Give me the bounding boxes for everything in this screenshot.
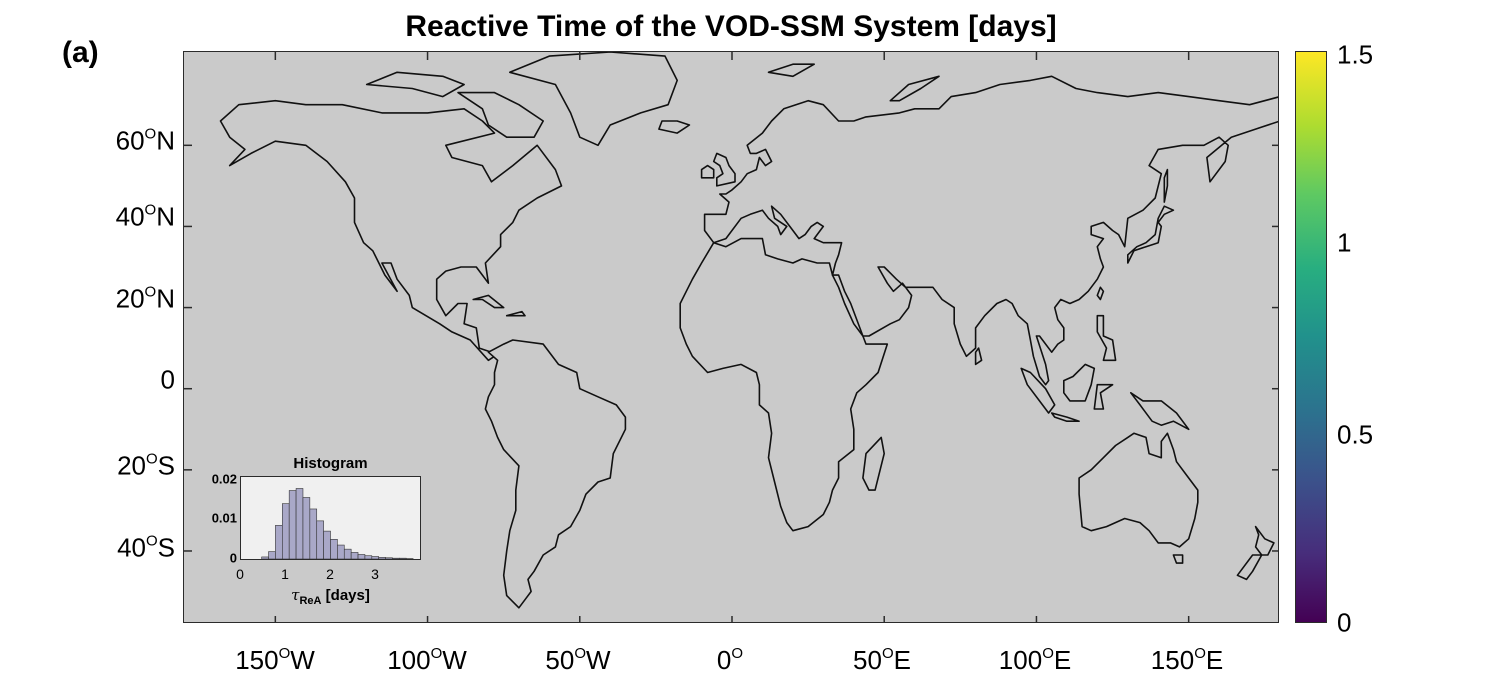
coastline-greenland xyxy=(509,52,678,147)
lat-label-20s: 20OS xyxy=(117,450,175,481)
histogram-bar xyxy=(385,557,393,560)
lat-label-40n: 40ON xyxy=(115,201,175,232)
histogram-bar xyxy=(350,552,359,560)
histogram-bar xyxy=(364,555,373,560)
colorbar-tick-1: 1 xyxy=(1337,227,1352,258)
lon-label-100e: 100OE xyxy=(998,645,1072,675)
coastline-africa xyxy=(679,237,889,532)
histogram-bar xyxy=(295,488,304,560)
inset-ytick-0-02: 0.02 xyxy=(211,471,237,487)
lon-label-50w: 50OW xyxy=(545,645,611,675)
coastline-philippines xyxy=(1096,314,1117,362)
panel-label: (a) xyxy=(62,36,99,69)
colorbar-tick-0-5: 0.5 xyxy=(1337,419,1374,450)
histogram-bar xyxy=(337,544,345,560)
lat-label-40s: 40OS xyxy=(117,532,175,563)
figure-title: Reactive Time of the VOD-SSM System [day… xyxy=(405,10,1057,43)
lon-label-150e: 150OE xyxy=(1150,645,1224,675)
coastline-java xyxy=(1050,412,1080,422)
coastline-eurasia xyxy=(703,75,1278,386)
inset-xtick-1: 1 xyxy=(281,566,289,582)
coastline-new-zealand xyxy=(1254,525,1275,556)
histogram-bar xyxy=(371,556,379,560)
histogram-bar xyxy=(392,557,400,560)
lat-label-60n: 60ON xyxy=(115,125,175,156)
coastline-new-zealand-south xyxy=(1236,554,1263,581)
coastline-japan xyxy=(1127,205,1175,264)
coastline-north-america xyxy=(219,99,563,362)
inset-xtick-2: 2 xyxy=(326,566,334,582)
coastline-borneo xyxy=(1063,363,1096,402)
coastline-hispaniola xyxy=(505,310,526,317)
coastline-south-america xyxy=(484,339,627,609)
histogram-bar xyxy=(343,548,352,560)
histogram-bar xyxy=(261,556,269,560)
landmasses xyxy=(219,52,1278,609)
coastline-tasmania xyxy=(1172,554,1184,564)
histogram-plot xyxy=(261,488,414,560)
inset-ytick-0: 0 xyxy=(229,550,237,566)
coastline-canadian-islands xyxy=(365,71,465,98)
coastline-novaya-zemlya xyxy=(889,75,940,102)
coastline-sakhalin xyxy=(1163,168,1169,203)
histogram-bar xyxy=(275,525,283,560)
histogram-bar xyxy=(323,530,331,560)
axis-ticks xyxy=(184,52,1278,622)
histogram-bar xyxy=(330,539,338,560)
inset-title: Histogram xyxy=(293,455,368,472)
lon-label-150w: 150OW xyxy=(235,645,315,675)
coastline-sumatra xyxy=(1020,367,1056,414)
histogram-bar xyxy=(282,503,290,560)
coastline-new-guinea xyxy=(1130,392,1190,431)
histogram-bar xyxy=(357,554,366,560)
coastline-iceland xyxy=(658,120,691,134)
histogram-inset xyxy=(240,476,421,560)
coastline-australia xyxy=(1078,432,1199,548)
histogram-bar xyxy=(399,557,407,560)
coastline-madagascar xyxy=(862,436,885,491)
coastline-sri-lanka xyxy=(974,347,983,366)
coastline-baffin xyxy=(457,91,544,138)
colorbar xyxy=(1295,51,1327,623)
lon-label-100w: 100OW xyxy=(387,645,467,675)
inset-ytick-0-01: 0.01 xyxy=(211,510,237,526)
coastline-britain xyxy=(712,152,736,187)
coastline-cuba xyxy=(472,294,505,309)
world-map-canvas xyxy=(184,52,1278,622)
colorbar-tick-0: 0 xyxy=(1337,607,1352,638)
inset-xtick-3: 3 xyxy=(371,566,379,582)
inset-xtick-0: 0 xyxy=(236,566,244,582)
histogram-bar xyxy=(268,551,276,560)
coastline-ireland xyxy=(700,164,715,179)
histogram-bar xyxy=(288,490,297,560)
colorbar-tick-1-5: 1.5 xyxy=(1337,39,1374,70)
coastline-svalbard xyxy=(767,63,815,78)
lat-label-0: 0 xyxy=(160,364,175,395)
coastline-taiwan xyxy=(1096,286,1105,301)
histogram-bar xyxy=(309,508,318,560)
lon-label-50e: 50OE xyxy=(853,645,911,675)
histogram-bar xyxy=(316,520,324,560)
inset-xlabel: τReA [days] xyxy=(291,586,370,607)
lon-label-0: 0O xyxy=(716,645,744,675)
lat-label-20n: 20ON xyxy=(115,283,175,314)
coastline-sulawesi xyxy=(1093,383,1114,410)
histogram-bar xyxy=(302,497,311,560)
histogram-bar xyxy=(378,557,386,560)
